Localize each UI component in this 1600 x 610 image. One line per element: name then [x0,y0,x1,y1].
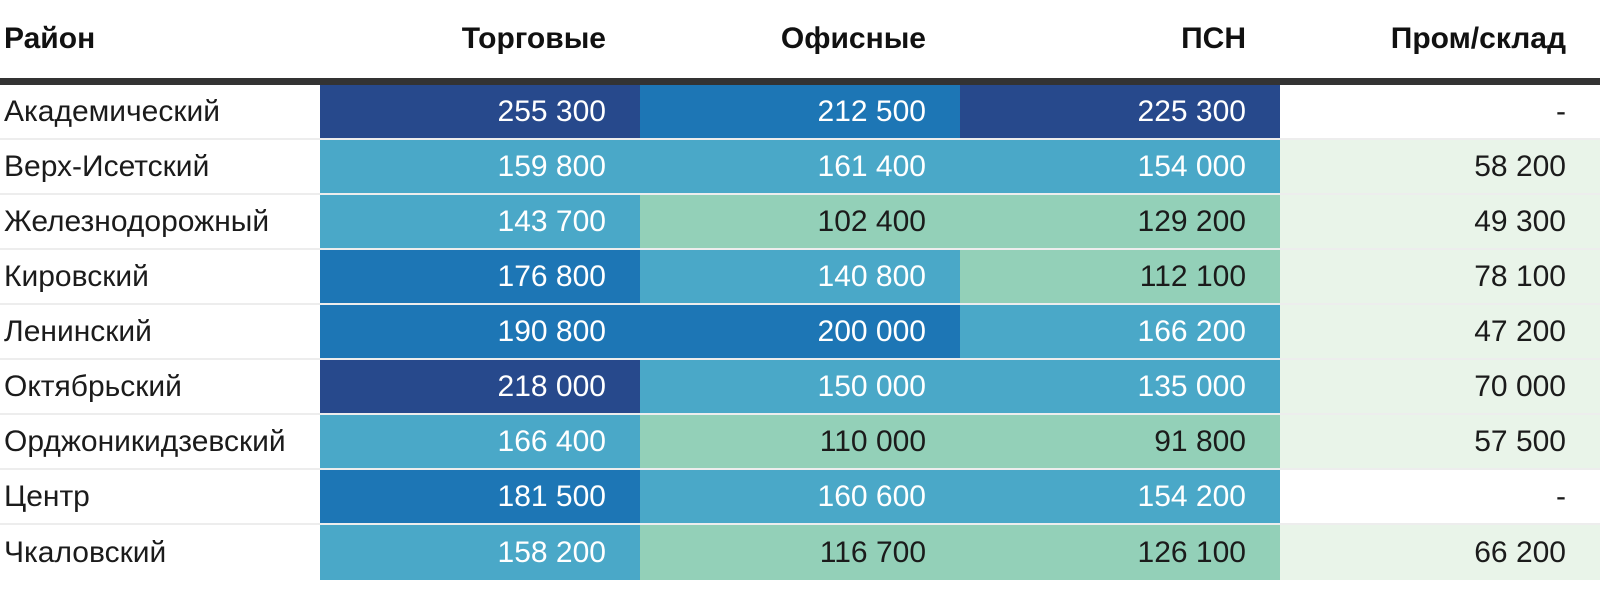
value-cell: 200 000 [640,305,960,358]
table-row: Верх-Исетский 159 800 161 400 154 000 58 200 [0,140,1600,195]
column-header-district: Район [4,22,96,55]
value-cell: 166 200 [960,305,1280,358]
value-cell: 181 500 [320,470,640,523]
value-cell: 154 200 [960,470,1280,523]
value-cell: 166 400 [320,415,640,468]
value-cell: 78 100 [1280,250,1600,303]
value-cell: 218 000 [320,360,640,413]
table-header-row: Район Торговые Офисные ПСН Пром/склад [0,0,1600,85]
value-cell: 176 800 [320,250,640,303]
value-cell: 70 000 [1280,360,1600,413]
value-cell: 66 200 [1280,525,1600,580]
value-cell: 47 200 [1280,305,1600,358]
value-cell: 225 300 [960,85,1280,138]
value-cell: 212 500 [640,85,960,138]
value-cell: 49 300 [1280,195,1600,248]
value-cell: 160 600 [640,470,960,523]
district-name: Чкаловский [0,525,320,580]
value-cell: 143 700 [320,195,640,248]
value-cell: 116 700 [640,525,960,580]
table-row: Центр 181 500 160 600 154 200- [0,470,1600,525]
value-cell: 110 000 [640,415,960,468]
value-cell: 140 800 [640,250,960,303]
column-header-office: Офисные [780,22,926,55]
value-cell: 58 200 [1280,140,1600,193]
table-row: Чкаловский 158 200 116 700 126 100 66 200 [0,525,1600,580]
value-cell: - [1280,85,1600,138]
district-name: Центр [0,470,320,523]
value-cell: 154 000 [960,140,1280,193]
value-cell: 158 200 [320,525,640,580]
district-name: Октябрьский [0,360,320,413]
value-cell: 129 200 [960,195,1280,248]
value-cell: 255 300 [320,85,640,138]
value-cell: 190 800 [320,305,640,358]
value-cell: - [1280,470,1600,523]
table-body: Академический 255 300 212 500 225 300- Верх-… [0,85,1600,580]
district-name: Ленинский [0,305,320,358]
value-cell: 102 400 [640,195,960,248]
district-name: Орджоникидзевский [0,415,320,468]
table-row: Железнодорожный 143 700 102 400 129 200 49 3… [0,195,1600,250]
value-cell: 159 800 [320,140,640,193]
column-header-industrial: Пром/склад [1390,22,1566,55]
column-header-retail: Торговые [461,22,606,55]
value-cell: 112 100 [960,250,1280,303]
table-row: Кировский 176 800 140 800 112 100 78 100 [0,250,1600,305]
district-name: Кировский [0,250,320,303]
value-cell: 57 500 [1280,415,1600,468]
table-row: Ленинский 190 800 200 000 166 200 47 200 [0,305,1600,360]
value-cell: 91 800 [960,415,1280,468]
value-cell: 126 100 [960,525,1280,580]
table-row: Октябрьский 218 000 150 000 135 000 70 000 [0,360,1600,415]
table-row: Академический 255 300 212 500 225 300- [0,85,1600,140]
value-cell: 150 000 [640,360,960,413]
value-cell: 161 400 [640,140,960,193]
district-name: Академический [0,85,320,138]
table-row: Орджоникидзевский 166 400 110 000 91 800 57 … [0,415,1600,470]
district-name: Железнодорожный [0,195,320,248]
value-cell: 135 000 [960,360,1280,413]
district-name: Верх-Исетский [0,140,320,193]
column-header-psn: ПСН [1181,22,1246,55]
